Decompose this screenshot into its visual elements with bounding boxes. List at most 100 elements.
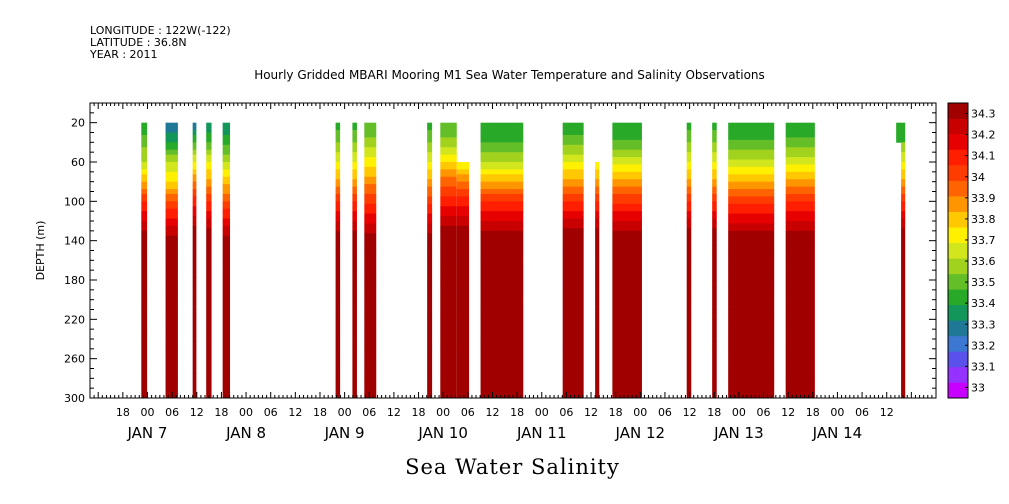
salinity-cell [165, 282, 178, 286]
salinity-cell [335, 186, 341, 190]
salinity-cell [427, 139, 433, 143]
salinity-cell [728, 346, 775, 350]
salinity-cell [612, 223, 642, 227]
salinity-cell [480, 277, 524, 281]
salinity-cell [612, 132, 642, 136]
salinity-cell [141, 162, 148, 165]
salinity-cell [440, 218, 457, 222]
salinity-cell [562, 243, 584, 246]
salinity-cell [480, 221, 524, 224]
salinity-cell [364, 235, 377, 239]
salinity-cell [440, 142, 457, 146]
salinity-cell [192, 346, 197, 350]
salinity-cell [206, 142, 212, 146]
salinity-cell [335, 176, 341, 180]
salinity-cell [595, 368, 600, 372]
salinity-cell [612, 248, 642, 251]
salinity-cell [901, 319, 906, 323]
salinity-cell [712, 166, 717, 170]
salinity-cell [440, 334, 457, 337]
salinity-cell [456, 378, 470, 382]
salinity-cell [141, 388, 148, 392]
salinity-cell [480, 314, 524, 318]
salinity-cell [785, 307, 815, 310]
salinity-cell [712, 309, 717, 313]
salinity-cell [456, 186, 470, 190]
salinity-cell [165, 380, 178, 384]
salinity-cell [686, 297, 692, 301]
salinity-cell [364, 388, 377, 392]
salinity-cell [192, 262, 197, 266]
salinity-cell [456, 171, 470, 175]
salinity-cell [352, 176, 357, 180]
salinity-cell [562, 130, 584, 133]
salinity-cell [480, 358, 524, 362]
salinity-cell [206, 169, 212, 173]
salinity-cell [785, 189, 815, 192]
salinity-cell [364, 378, 377, 382]
salinity-cell [785, 316, 815, 320]
salinity-cell [440, 331, 457, 335]
salinity-cell [785, 353, 815, 357]
salinity-cell [456, 351, 470, 355]
salinity-cell [364, 311, 377, 315]
x-hour-label: 00 [140, 406, 154, 419]
salinity-cell [480, 311, 524, 315]
salinity-cell [562, 299, 584, 303]
salinity-cell [785, 225, 815, 229]
salinity-cell [901, 368, 906, 372]
salinity-cell [364, 336, 377, 340]
salinity-cell [480, 297, 524, 301]
colorbar-swatch [948, 304, 968, 321]
salinity-cell [686, 162, 692, 165]
salinity-cell [562, 366, 584, 369]
salinity-cell [335, 233, 341, 237]
salinity-cell [595, 260, 600, 264]
salinity-cell [440, 169, 457, 173]
salinity-cell [165, 230, 178, 234]
salinity-cell [686, 378, 692, 382]
salinity-cell [335, 206, 341, 210]
salinity-cell [712, 287, 717, 291]
salinity-cell [364, 144, 377, 148]
salinity-cell [562, 270, 584, 274]
salinity-cell [440, 385, 457, 389]
salinity-cell [335, 319, 341, 323]
salinity-cell [192, 147, 197, 151]
salinity-cell [364, 184, 377, 187]
salinity-cell [335, 189, 341, 192]
salinity-cell [192, 289, 197, 293]
salinity-cell [480, 375, 524, 379]
salinity-cell [440, 186, 457, 190]
x-hour-label: 18 [510, 406, 524, 419]
salinity-cell [456, 181, 470, 185]
salinity-cell [165, 208, 178, 212]
salinity-cell [595, 265, 600, 269]
salinity-cell [612, 216, 642, 219]
salinity-cell [562, 137, 584, 141]
salinity-cell [612, 385, 642, 389]
salinity-cell [206, 171, 212, 175]
salinity-cell [480, 339, 524, 342]
salinity-cell [427, 189, 433, 192]
salinity-cell [728, 193, 775, 197]
salinity-cell [440, 358, 457, 362]
salinity-cell [440, 324, 457, 328]
salinity-cell [206, 380, 212, 384]
salinity-cell [222, 316, 231, 320]
salinity-cell [165, 267, 178, 271]
salinity-cell [480, 353, 524, 357]
salinity-cell [785, 142, 815, 146]
salinity-cell [141, 267, 148, 271]
salinity-cell [222, 277, 231, 281]
salinity-cell [206, 284, 212, 288]
salinity-cell [364, 164, 377, 168]
salinity-cell [480, 289, 524, 293]
salinity-cell [456, 203, 470, 207]
salinity-cell [192, 191, 197, 195]
salinity-cell [612, 127, 642, 131]
salinity-cell [364, 267, 377, 271]
salinity-cell [686, 179, 692, 183]
salinity-cell [785, 336, 815, 340]
salinity-cell [686, 336, 692, 340]
